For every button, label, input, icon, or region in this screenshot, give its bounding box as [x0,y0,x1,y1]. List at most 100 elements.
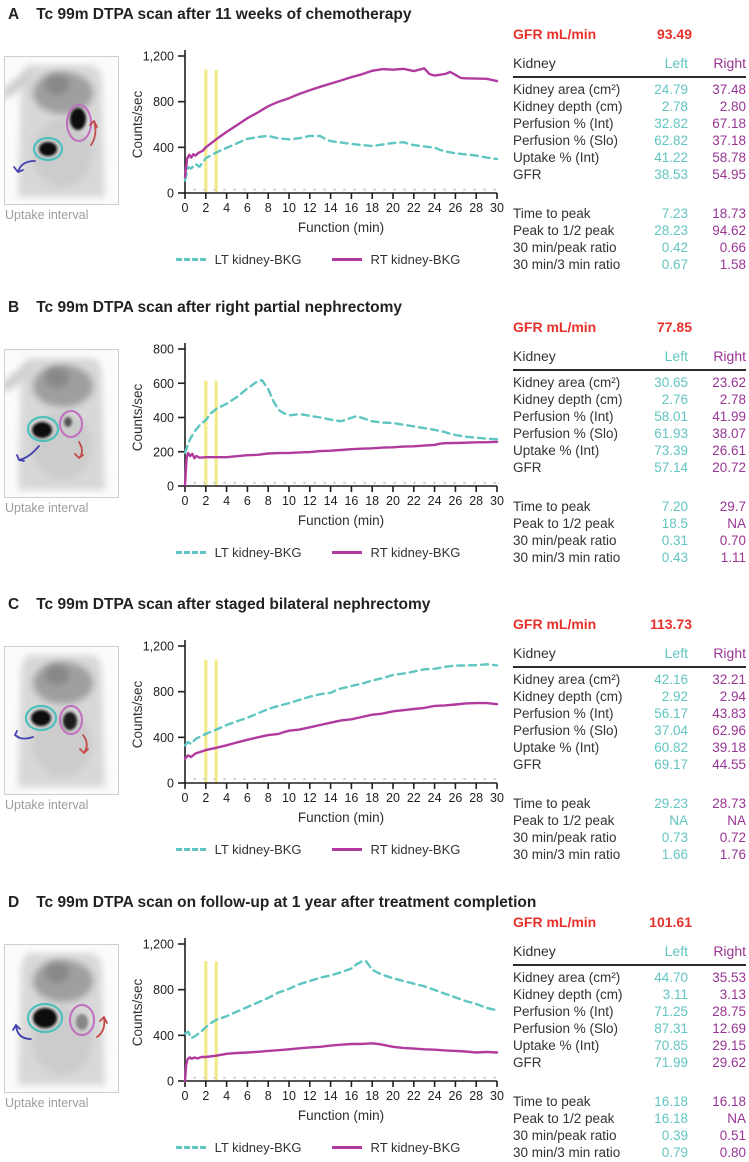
table-row: Peak to 1/2 peak 16.18 NA [513,1110,746,1127]
gfr-total-value: 101.61 [649,914,692,930]
right-roi-arrow [79,734,89,754]
uptake-interval-caption: Uptake interval [5,798,89,812]
left-kidney-value: 0.79 [661,1145,688,1160]
row-label: Kidney area (cm²) [513,82,621,97]
y-tick-label: 1,200 [143,50,174,64]
row-label: 30 min/3 min ratio [513,550,621,565]
right-kidney-value: 62.96 [712,723,746,738]
col-header-left: Left [664,943,688,959]
x-tick-label: 22 [407,494,421,508]
x-tick-label: 14 [324,791,338,805]
row-label: Perfusion % (Int) [513,1004,614,1019]
rt-kidney-series-line [183,440,499,487]
right-kidney-value: 26.61 [712,443,746,458]
col-header-right: Right [713,943,746,959]
left-kidney-value: 16.18 [654,1094,688,1109]
rt-kidney-series-line [183,1042,499,1083]
table-row: Kidney area (cm²) 24.79 37.48 [513,81,746,98]
table-header-row: Kidney Left Right [513,55,746,78]
x-tick-label: 30 [490,494,504,508]
right-kidney-value: 18.73 [712,206,746,221]
col-header-right: Right [713,645,746,661]
rt-legend-label: RT kidney-BKG [370,1140,461,1155]
left-kidney-value: 61.93 [654,426,688,441]
x-tick-label: 26 [448,791,462,805]
uptake-interval-band [214,380,218,486]
row-label: Uptake % (Int) [513,150,600,165]
gfr-total-value: 113.73 [649,616,692,632]
right-kidney-value: 0.66 [719,240,746,255]
right-kidney-value: 37.48 [712,82,746,97]
x-tick-label: 12 [303,1089,317,1103]
row-label: Kidney area (cm²) [513,970,621,985]
lt-legend-label: LT kidney-BKG [214,842,302,857]
left-kidney-value: 2.92 [661,689,688,704]
left-kidney-value: 38.53 [654,167,688,182]
panel-letter: D [8,894,20,911]
x-tick-label: 0 [182,494,189,508]
x-tick-label: 30 [490,791,504,805]
table-main-rows: Kidney area (cm²) 24.79 37.48 Kidney depth … [513,78,746,183]
kidney-data-table: GFR mL/min 93.49 Kidney Left Right Kidne… [513,26,746,273]
scan-graphic [5,57,118,204]
x-tick-label: 8 [265,791,272,805]
y-tick-label: 400 [153,731,174,745]
right-kidney-value: 16.18 [712,1094,746,1109]
table-row: Peak to 1/2 peak 18.5 NA [513,515,746,532]
right-kidney-value: 3.13 [719,987,746,1002]
y-tick-label: 0 [167,480,174,494]
table-row: Perfusion % (Int) 71.25 28.75 [513,1003,746,1020]
x-tick-label: 6 [244,791,251,805]
panel-letter: A [8,6,20,23]
col-header-kidney: Kidney [513,348,556,364]
row-label: Peak to 1/2 peak [513,813,615,828]
legend-item-lt: LT kidney-BKG [175,842,302,857]
x-tick-label: 24 [428,201,442,215]
lt-dashed-line-swatch [175,848,206,851]
x-tick-label: 2 [202,1089,209,1103]
table-row: Perfusion % (Int) 56.17 43.83 [513,705,746,722]
uptake-interval-caption: Uptake interval [5,1096,89,1110]
legend-item-rt: RT kidney-BKG [331,1140,461,1155]
x-tick-label: 4 [223,791,230,805]
uptake-interval-caption: Uptake interval [5,208,89,222]
y-tick-label: 400 [153,141,174,155]
table-row: Peak to 1/2 peak 28.23 94.62 [513,222,746,239]
x-tick-label: 18 [365,201,379,215]
x-tick-label: 28 [469,494,483,508]
gfr-total-label: GFR mL/min [513,914,597,930]
gfr-total-row: GFR mL/min 93.49 [513,26,692,42]
row-label: Time to peak [513,206,591,221]
rt-legend-label: RT kidney-BKG [370,545,461,560]
left-kidney-value: 87.31 [654,1021,688,1036]
left-kidney-value: 7.20 [661,499,688,514]
y-axis-label: Counts/sec [130,383,145,451]
x-tick-label: 14 [324,494,338,508]
col-header-kidney: Kidney [513,645,556,661]
scintigraphy-image [4,56,119,205]
row-label: 30 min/3 min ratio [513,257,621,272]
left-kidney-value: 30.65 [654,375,688,390]
uptake-interval-band [204,69,208,193]
row-label: Time to peak [513,796,591,811]
right-kidney-activity-blob [76,1014,88,1030]
x-tick-label: 4 [223,1089,230,1103]
left-kidney-value: 69.17 [654,757,688,772]
y-tick-label: 400 [153,1029,174,1043]
x-tick-label: 4 [223,201,230,215]
left-kidney-roi-outline [32,136,64,162]
table-row: 30 min/3 min ratio 0.43 1.11 [513,549,746,566]
col-header-left: Left [664,348,688,364]
gfr-total-value: 77.85 [656,319,692,335]
row-label: Peak to 1/2 peak [513,516,615,531]
y-tick-label: 600 [153,377,174,391]
x-tick-label: 6 [244,494,251,508]
lt-kidney-series-line [183,379,499,454]
x-axis-label: Function (min) [298,1108,384,1123]
row-label: Peak to 1/2 peak [513,223,615,238]
right-kidney-roi-outline [69,1004,95,1036]
legend-item-lt: LT kidney-BKG [175,1140,302,1155]
row-label: 30 min/peak ratio [513,1128,617,1143]
right-kidney-value: 43.83 [712,706,746,721]
